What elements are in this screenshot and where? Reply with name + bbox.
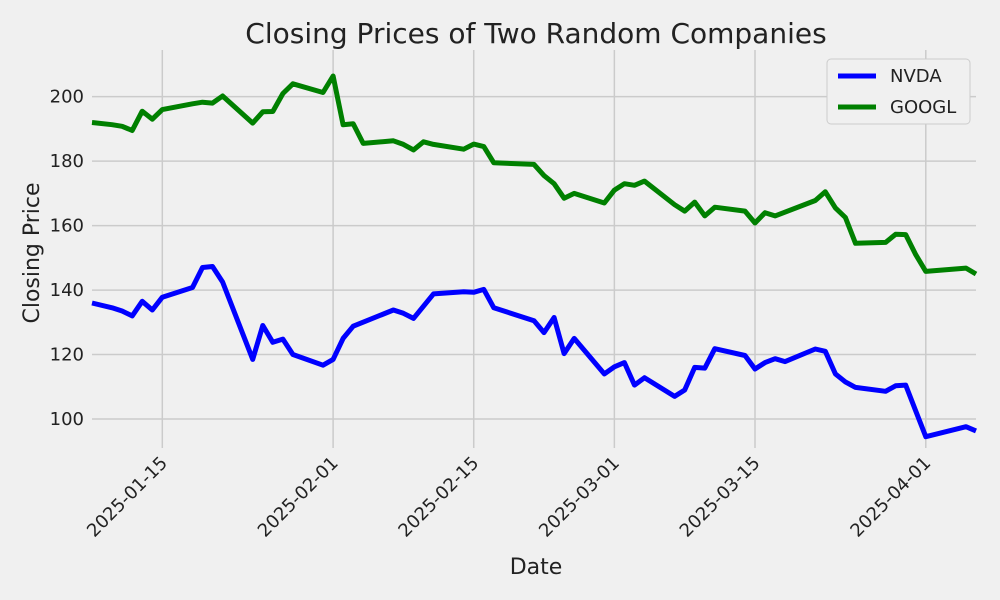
legend-label-googl: GOOGL: [890, 97, 956, 118]
y-tick-label: 160: [50, 216, 84, 237]
y-tick-labels: 100 120 140 160 180 200: [50, 87, 84, 430]
y-tick-label: 120: [50, 345, 84, 366]
chart-title: Closing Prices of Two Random Companies: [245, 17, 826, 50]
legend: NVDA GOOGL: [826, 58, 971, 125]
x-axis-label: Date: [510, 555, 563, 580]
y-tick-label: 100: [50, 409, 84, 430]
y-axis-label: Closing Price: [20, 182, 45, 323]
y-tick-label: 180: [50, 151, 84, 172]
series-line-googl: [91, 73, 978, 277]
grid: [92, 50, 976, 448]
series-line-nvda: [91, 264, 977, 440]
y-tick-label: 200: [50, 87, 84, 108]
legend-label-nvda: NVDA: [890, 66, 942, 87]
series-lines: [91, 73, 978, 440]
y-tick-label: 140: [50, 280, 84, 301]
